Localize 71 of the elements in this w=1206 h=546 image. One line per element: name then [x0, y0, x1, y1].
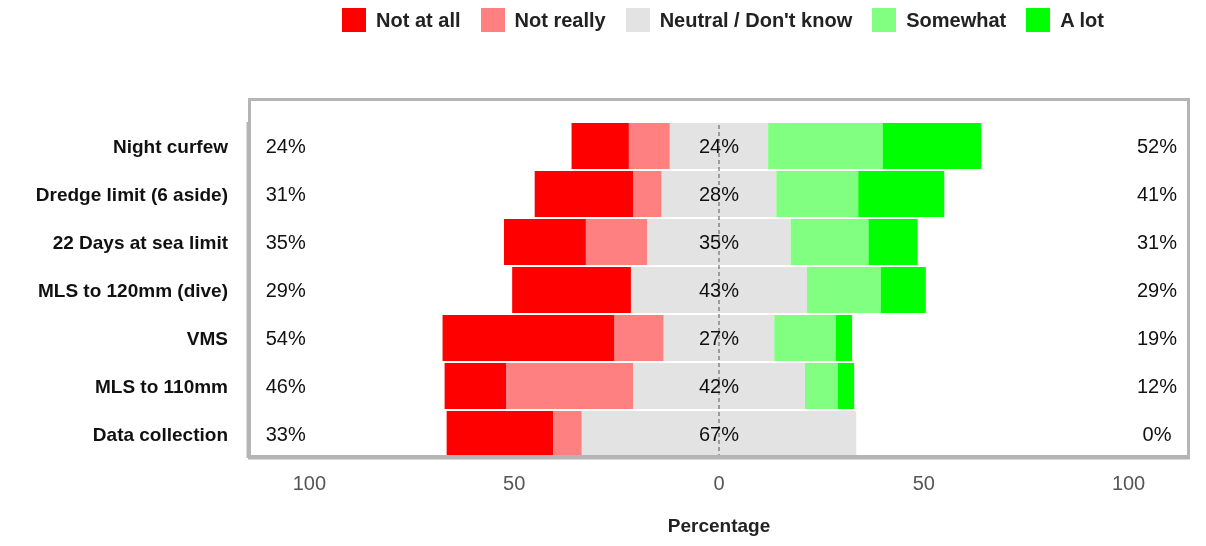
bar: [882, 123, 982, 169]
x-tick-label: 100: [292, 472, 327, 495]
data-label: 24%: [698, 135, 740, 157]
bar: [632, 363, 806, 409]
bar: [669, 123, 769, 169]
legend-label: A lot: [1060, 8, 1104, 32]
bar: [444, 363, 507, 409]
bar: [663, 315, 775, 361]
bar: [661, 171, 777, 217]
annotation: 41%: [1137, 183, 1178, 206]
annotation: 31%: [265, 183, 306, 206]
bar: [585, 219, 648, 265]
bar: [630, 267, 808, 313]
bar: [628, 123, 670, 169]
annotation: 35%: [265, 231, 306, 254]
bar: [880, 267, 926, 313]
bar: [807, 267, 881, 313]
bar: [774, 315, 836, 361]
annotation: 33%: [265, 423, 306, 446]
data-label: 35%: [698, 231, 740, 253]
y-tick-label: Dredge limit (6 aside): [35, 183, 228, 205]
annotation: 12%: [1137, 375, 1178, 398]
bar: [768, 123, 883, 169]
data-label: 67%: [698, 423, 740, 445]
bar: [805, 363, 838, 409]
data-label: 43%: [698, 279, 740, 301]
bar: [512, 267, 631, 313]
annotation: 0%: [1142, 423, 1172, 446]
annotation: 52%: [1137, 135, 1178, 158]
bar: [553, 411, 582, 457]
legend-label: Neutral / Don't know: [659, 8, 853, 32]
bar: [835, 315, 853, 361]
bar: [776, 171, 859, 217]
y-tick-label: MLS to 120mm (dive): [37, 279, 228, 301]
x-axis-title: Percentage: [667, 515, 771, 536]
data-label: 42%: [698, 375, 740, 397]
data-label: 28%: [698, 183, 740, 205]
y-tick-label: MLS to 110mm: [94, 375, 228, 397]
bar: [647, 219, 791, 265]
annotation: 24%: [265, 135, 306, 158]
bar: [790, 219, 869, 265]
bar: [858, 171, 945, 217]
x-tick-label: 50: [503, 472, 526, 495]
y-tick-label: Data collection: [92, 423, 228, 445]
annotation: 54%: [265, 327, 306, 350]
x-tick-label: 50: [912, 472, 935, 495]
legend-label: Not at all: [376, 8, 461, 32]
bar: [506, 363, 633, 409]
bar: [614, 315, 664, 361]
annotation: 29%: [1137, 279, 1178, 302]
legend-label: Somewhat: [906, 8, 1007, 32]
y-tick-label: VMS: [186, 327, 228, 349]
bar: [446, 411, 554, 457]
x-tick-label: 100: [1111, 472, 1146, 495]
bar: [534, 171, 633, 217]
legend-label: Not really: [514, 8, 606, 32]
data-label: 27%: [698, 327, 740, 349]
bar: [503, 219, 586, 265]
bar: [868, 219, 918, 265]
annotation: 19%: [1137, 327, 1178, 350]
bar: [581, 411, 857, 457]
y-tick-label: Night curfew: [112, 135, 229, 157]
annotation: 46%: [265, 375, 306, 398]
bar: [837, 363, 855, 409]
annotation: 29%: [265, 279, 306, 302]
bar: [442, 315, 615, 361]
bar: [571, 123, 629, 169]
x-tick-label: 0: [713, 472, 725, 495]
y-tick-label: 22 Days at sea limit: [52, 231, 229, 253]
annotation: 31%: [1137, 231, 1178, 254]
bar: [632, 171, 662, 217]
